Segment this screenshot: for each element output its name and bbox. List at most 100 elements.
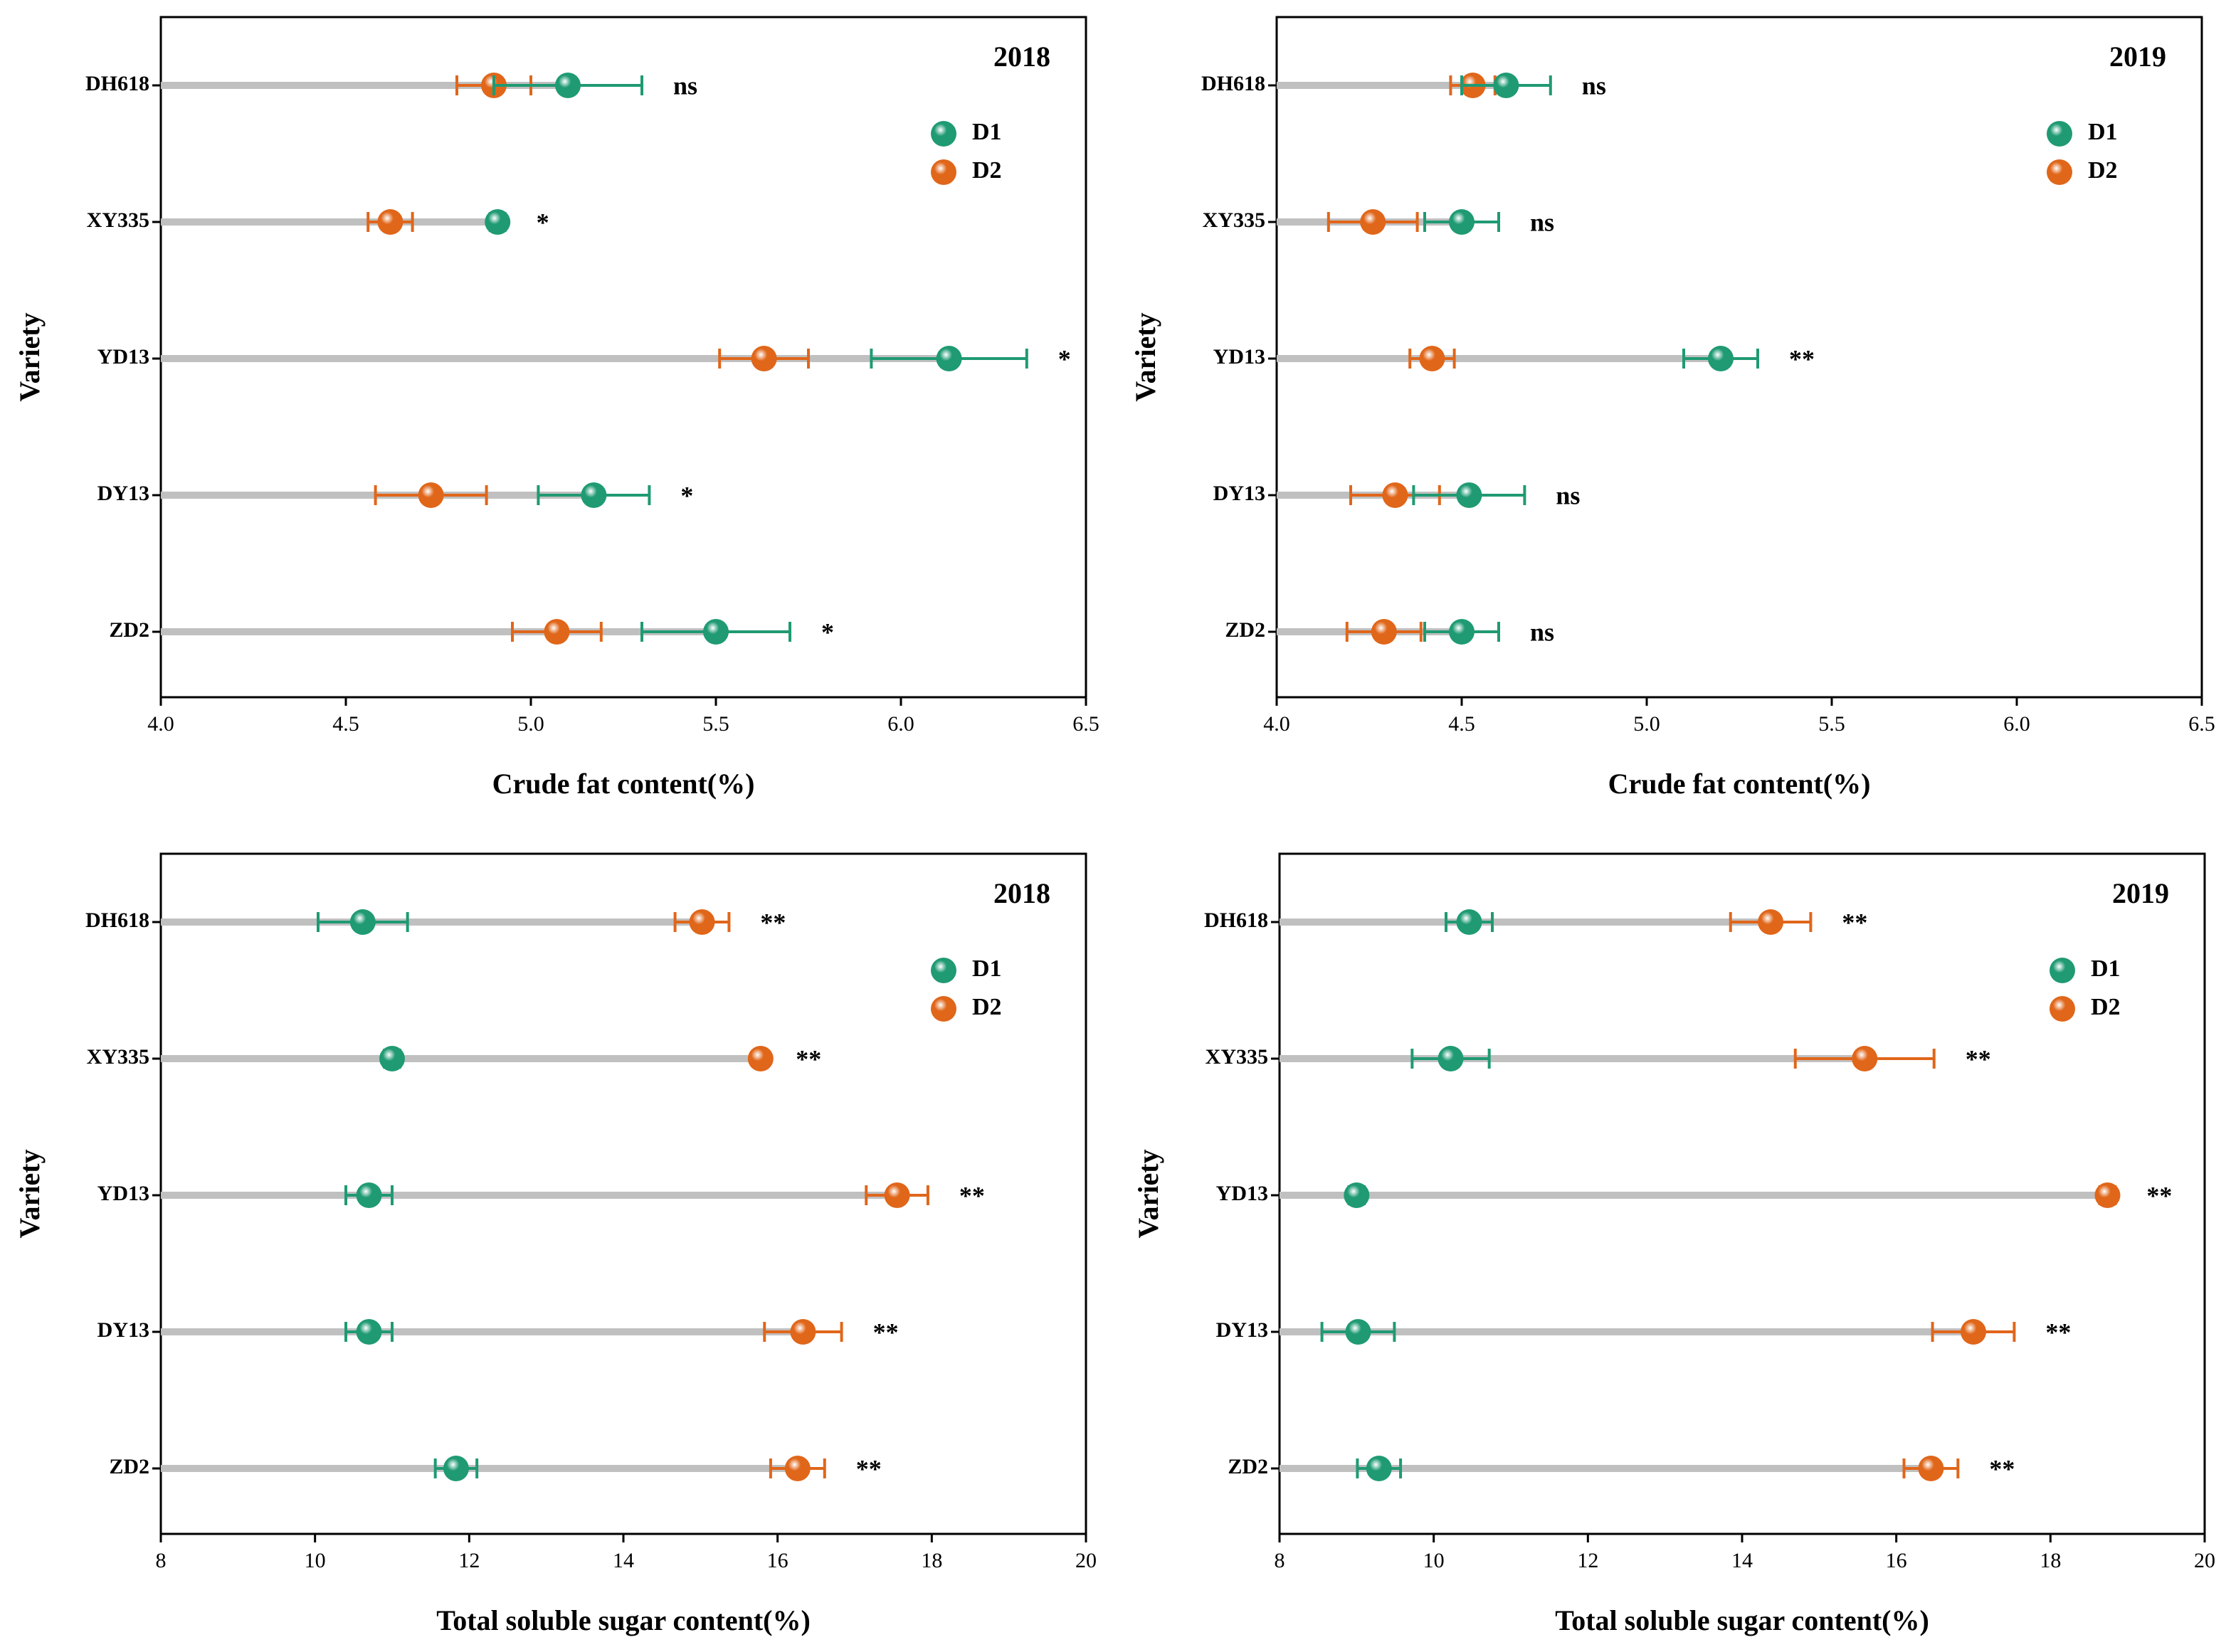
point <box>751 346 777 371</box>
y-tick-label: DH618 <box>85 909 149 932</box>
legend-marker <box>2047 121 2072 147</box>
point <box>1449 209 1475 235</box>
y-tick-label: ZD2 <box>109 618 149 642</box>
significance: * <box>1058 344 1071 373</box>
point <box>485 209 511 235</box>
legend-label: D1 <box>2088 119 2118 145</box>
legend-label: D1 <box>972 119 1002 145</box>
panel-title: 2018 <box>993 877 1050 909</box>
legend-marker <box>931 996 956 1022</box>
panel-title: 2018 <box>993 41 1050 73</box>
x-tick-label: 5.5 <box>1818 712 1845 736</box>
point <box>1360 209 1386 235</box>
significance: ns <box>1530 618 1554 646</box>
significance: ** <box>1989 1454 2015 1483</box>
point <box>544 619 570 645</box>
significance: ** <box>796 1044 821 1073</box>
point <box>790 1319 816 1345</box>
significance: ns <box>673 71 697 100</box>
x-tick-label: 6.5 <box>1072 712 1099 736</box>
point <box>1493 73 1519 98</box>
y-tick-label: ZD2 <box>1228 1455 1268 1478</box>
legend-marker <box>931 958 956 983</box>
legend-marker <box>931 121 956 147</box>
x-tick-label: 18 <box>2040 1549 2061 1572</box>
y-tick-label: YD13 <box>97 1182 149 1205</box>
x-tick-label: 8 <box>156 1549 167 1572</box>
panel-title: 2019 <box>2112 877 2169 909</box>
point <box>884 1182 910 1208</box>
x-tick-label: 16 <box>1886 1549 1907 1572</box>
significance: ** <box>2146 1181 2172 1209</box>
significance: * <box>680 481 693 509</box>
point <box>581 482 607 508</box>
x-axis-label: Total soluble sugar content(%) <box>436 1604 811 1636</box>
x-tick-label: 5.5 <box>702 712 729 736</box>
x-tick-label: 6.0 <box>887 712 914 736</box>
point <box>1382 482 1408 508</box>
panel-title: 2019 <box>2109 41 2166 73</box>
point <box>349 909 376 935</box>
point <box>1371 619 1397 645</box>
significance: ** <box>1789 344 1815 373</box>
x-tick-label: 18 <box>921 1549 942 1572</box>
legend-label: D2 <box>2091 994 2121 1020</box>
significance: ** <box>760 908 786 936</box>
y-tick-label: XY335 <box>1203 208 1265 232</box>
x-axis-label: Crude fat content(%) <box>1608 768 1871 800</box>
y-tick-label: ZD2 <box>1225 618 1265 642</box>
legend-marker <box>2047 159 2072 185</box>
y-axis-label: Variety <box>14 312 46 401</box>
x-tick-label: 12 <box>458 1549 480 1572</box>
point <box>356 1182 382 1208</box>
x-tick-label: 4.5 <box>332 712 359 736</box>
x-tick-label: 4.5 <box>1448 712 1475 736</box>
y-tick-label: YD13 <box>97 345 149 369</box>
legend-marker <box>931 159 956 185</box>
y-tick-label: YD13 <box>1216 1182 1268 1205</box>
legend-label: D1 <box>972 955 1002 982</box>
y-tick-label: XY335 <box>87 1045 149 1069</box>
significance: ns <box>1556 481 1580 509</box>
x-tick-label: 16 <box>767 1549 788 1572</box>
significance: ** <box>1842 908 1867 936</box>
point <box>555 73 581 98</box>
x-axis-label: Total soluble sugar content(%) <box>1555 1604 1929 1636</box>
x-tick-label: 5.0 <box>1633 712 1660 736</box>
x-tick-label: 10 <box>305 1549 326 1572</box>
legend-label: D1 <box>2091 955 2121 982</box>
x-tick-label: 6.0 <box>2003 712 2030 736</box>
x-tick-label: 4.0 <box>1263 712 1290 736</box>
point <box>443 1456 469 1481</box>
point <box>1852 1046 1878 1071</box>
y-axis-label: Variety <box>1129 312 1161 401</box>
point <box>1345 1319 1371 1345</box>
y-tick-label: DY13 <box>97 1318 149 1342</box>
y-tick-label: XY335 <box>87 208 149 232</box>
x-tick-label: 8 <box>1275 1549 1285 1572</box>
y-axis-label: Variety <box>1132 1149 1164 1238</box>
x-axis-label: Crude fat content(%) <box>492 768 755 800</box>
point <box>1961 1319 1986 1345</box>
x-tick-label: 10 <box>1423 1549 1445 1572</box>
significance: ** <box>856 1454 882 1483</box>
y-tick-label: YD13 <box>1213 345 1265 369</box>
y-tick-label: DH618 <box>85 72 149 95</box>
significance: ** <box>873 1318 899 1346</box>
significance: ** <box>1966 1044 1991 1073</box>
y-tick-label: XY335 <box>1206 1045 1268 1069</box>
legend-label: D2 <box>972 157 1002 184</box>
significance: * <box>537 208 549 236</box>
legend-marker <box>2050 958 2075 983</box>
x-tick-label: 14 <box>1731 1549 1753 1572</box>
y-tick-label: ZD2 <box>109 1455 149 1478</box>
x-tick-label: 6.5 <box>2188 712 2215 736</box>
significance: ** <box>959 1181 985 1209</box>
y-axis-label: Variety <box>14 1149 46 1238</box>
point <box>1344 1182 1370 1208</box>
point <box>379 1046 405 1071</box>
point <box>1449 619 1475 645</box>
legend-label: D2 <box>972 994 1002 1020</box>
point <box>418 482 444 508</box>
